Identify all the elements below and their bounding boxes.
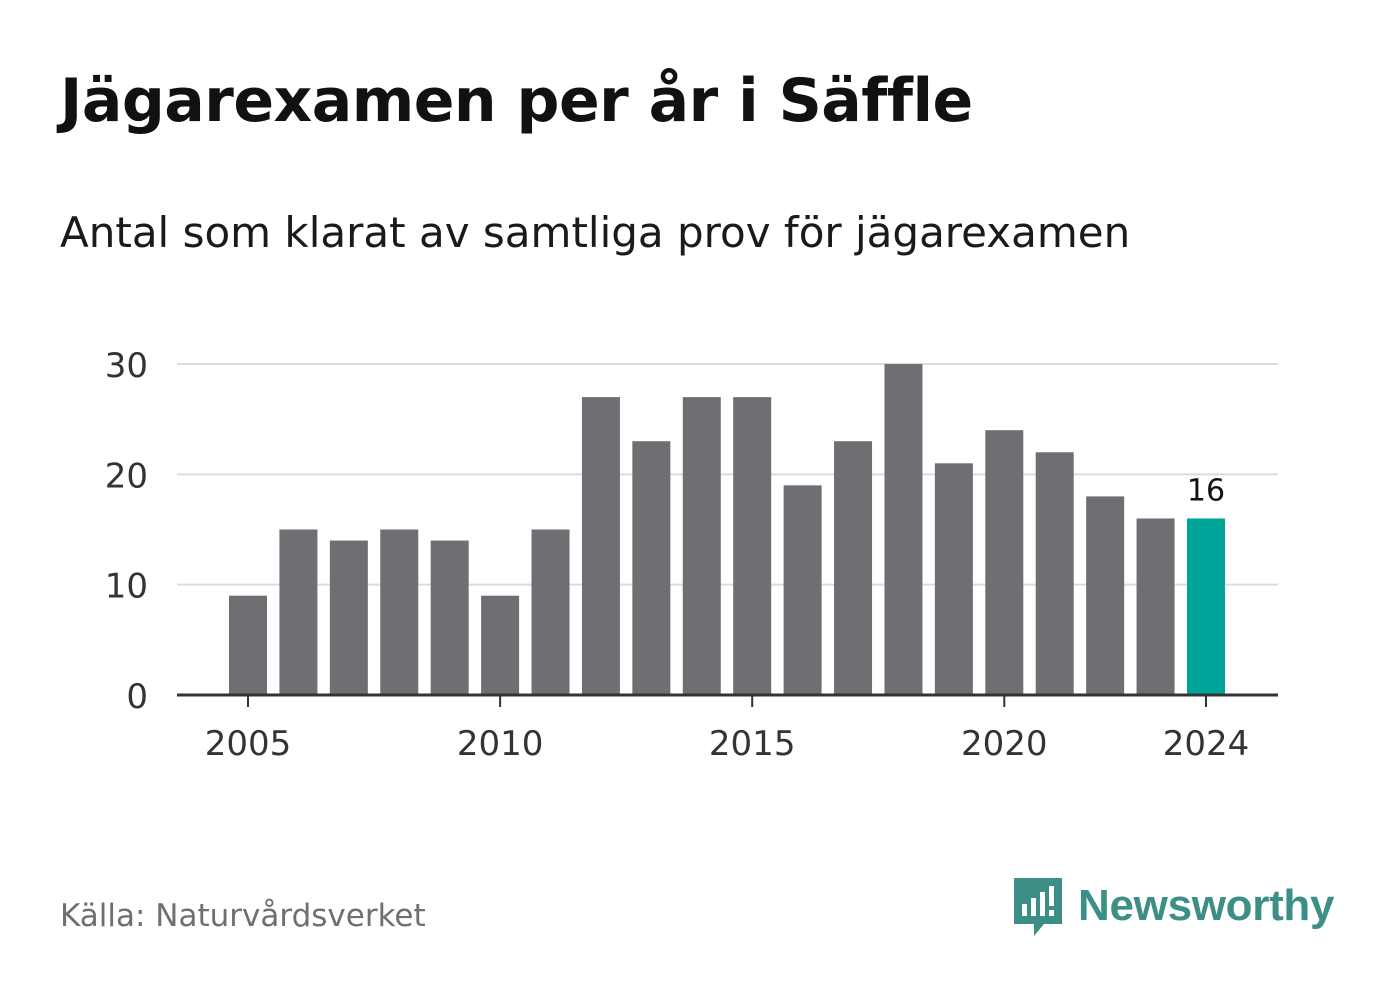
- bar: [329, 540, 368, 695]
- x-tick-label: 2015: [709, 724, 796, 764]
- bar: [682, 397, 721, 695]
- bar: [834, 441, 873, 695]
- x-tick-label: 2024: [1163, 724, 1250, 764]
- bar: [481, 595, 520, 695]
- y-tick-label: 0: [126, 677, 148, 717]
- bar: [985, 430, 1024, 695]
- bar: [581, 397, 620, 695]
- bar: [632, 441, 671, 695]
- chart-subtitle: Antal som klarat av samtliga prov för jä…: [60, 208, 1131, 257]
- bar: [380, 529, 419, 695]
- brand-logo: Newsworthy: [1010, 874, 1334, 938]
- bar: [229, 595, 267, 695]
- bar: [1086, 496, 1125, 695]
- y-tick-label: 10: [105, 567, 148, 607]
- bar: [531, 529, 570, 695]
- bar: [430, 540, 469, 695]
- bar: [1035, 452, 1074, 695]
- y-tick-label: 30: [105, 346, 148, 386]
- bar: [884, 364, 923, 695]
- bar: [783, 485, 822, 695]
- x-tick-label: 2020: [961, 724, 1048, 764]
- y-tick-label: 20: [105, 456, 148, 496]
- bar: [934, 463, 973, 695]
- x-tick-label: 2005: [205, 724, 292, 764]
- bar: [1136, 518, 1175, 695]
- bar: [733, 397, 772, 695]
- brand-name: Newsworthy: [1078, 881, 1335, 930]
- data-label: 16: [1187, 473, 1225, 508]
- chart-title: Jägarexamen per år i Säffle: [60, 66, 973, 136]
- bar: [279, 529, 318, 695]
- bar: [1186, 518, 1225, 695]
- x-tick-label: 2010: [457, 724, 544, 764]
- newsworthy-logo-icon: [1014, 878, 1062, 936]
- source-note: Källa: Naturvårdsverket: [60, 898, 426, 934]
